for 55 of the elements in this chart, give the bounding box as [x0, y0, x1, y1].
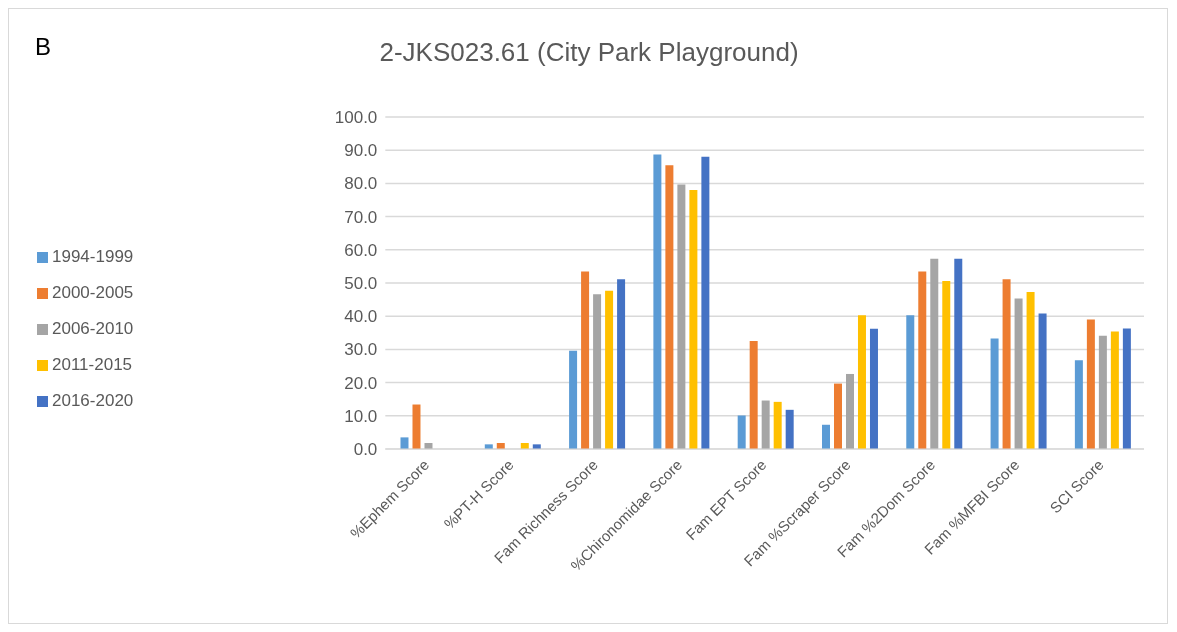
text: B — [35, 33, 52, 61]
y-tick-label: 0.0 — [353, 440, 378, 460]
bar — [1014, 298, 1023, 449]
bar — [1110, 331, 1119, 449]
y-tick-label: 60.0 — [344, 240, 378, 260]
bar — [701, 156, 710, 449]
bar — [689, 190, 698, 449]
bar — [869, 328, 878, 449]
bar — [1038, 313, 1047, 449]
bar — [400, 437, 409, 449]
bar — [1002, 279, 1011, 449]
y-tick-label: 50.0 — [344, 274, 378, 294]
bar — [954, 258, 963, 449]
y-tick-label: 10.0 — [344, 406, 378, 426]
bar — [833, 383, 842, 449]
chart-title: 2-JKS023.61 (City Park Playground) — [379, 37, 799, 67]
y-tick-label: 40.0 — [344, 307, 378, 327]
bar — [581, 271, 590, 449]
bar — [930, 258, 939, 449]
bar — [906, 315, 915, 449]
bar — [857, 315, 866, 449]
legend-label: 2016-2020 — [52, 391, 134, 410]
bar — [749, 341, 758, 449]
bar — [593, 294, 602, 449]
y-tick-label: 70.0 — [344, 207, 378, 227]
bar — [737, 415, 746, 449]
bar — [1074, 360, 1083, 449]
bar — [1122, 328, 1131, 449]
bar — [605, 290, 614, 449]
bar — [785, 409, 794, 449]
bar — [821, 424, 830, 449]
legend-label: 2006-2010 — [52, 319, 134, 338]
bar — [1098, 335, 1107, 449]
y-tick-label: 30.0 — [344, 340, 378, 360]
y-tick-label: 20.0 — [344, 373, 378, 393]
bar — [617, 279, 626, 449]
legend-label: 2011-2015 — [52, 355, 133, 374]
legend-label: 1994-1999 — [52, 247, 134, 266]
bar — [1086, 319, 1095, 449]
bar — [1026, 291, 1035, 449]
bar — [990, 338, 999, 449]
bar — [918, 271, 927, 449]
bar — [845, 373, 854, 449]
bar — [761, 400, 770, 449]
bar — [677, 184, 686, 449]
bar — [942, 281, 951, 449]
y-tick-label: 80.0 — [344, 174, 378, 194]
bar — [665, 165, 674, 449]
legend-label: 2000-2005 — [52, 283, 134, 302]
y-tick-label: 100.0 — [334, 108, 378, 128]
bar — [412, 404, 421, 449]
y-tick-label: 90.0 — [344, 141, 378, 161]
bar — [773, 401, 782, 449]
bar — [569, 350, 578, 449]
bar — [653, 154, 662, 449]
